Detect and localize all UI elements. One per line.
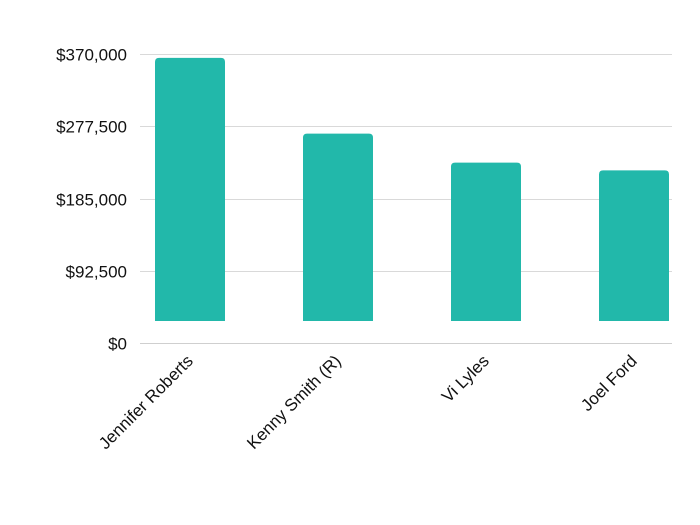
gridlines — [140, 54, 672, 344]
y-tick-label: $92,500 — [66, 263, 127, 282]
bar-joel-ford — [599, 170, 669, 321]
y-tick-label: $370,000 — [56, 46, 127, 65]
x-tick-label: Joel Ford — [577, 351, 641, 415]
x-tick-label: Vi Lyles — [438, 351, 493, 406]
x-tick-label: Jennifer Roberts — [95, 351, 197, 453]
y-axis-ticks: $0 $92,500 $185,000 $277,500 $370,000 — [56, 46, 127, 354]
bar-jennifer-roberts — [155, 57, 225, 322]
bar-kenny-smith-r — [303, 133, 373, 321]
y-tick-label: $185,000 — [56, 191, 127, 210]
y-tick-label: $0 — [108, 335, 127, 354]
x-axis-labels: Jennifer Roberts Kenny Smith (R) Vi Lyles J… — [95, 351, 641, 453]
bars — [155, 57, 669, 322]
x-tick-label: Kenny Smith (R) — [243, 351, 345, 453]
y-tick-label: $277,500 — [56, 118, 127, 137]
bar-vi-lyles — [451, 162, 521, 321]
